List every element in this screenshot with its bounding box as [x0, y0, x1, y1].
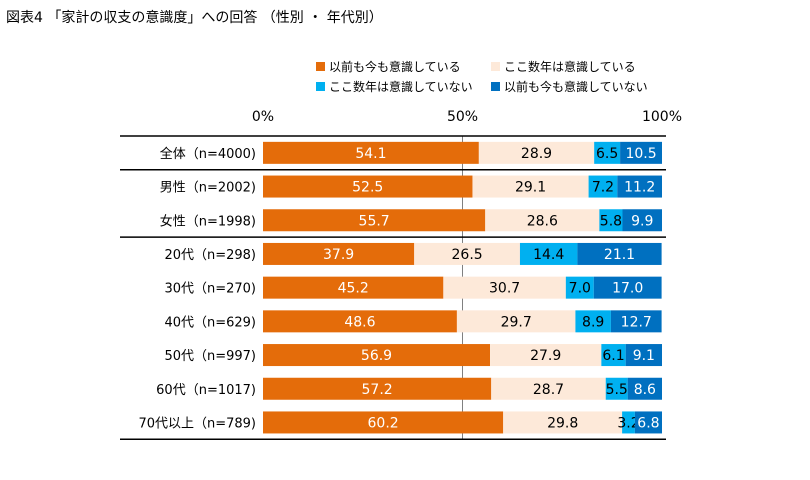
data-label: 29.7	[501, 314, 532, 330]
bar-segment	[263, 344, 491, 367]
legend-label-1: ここ数年は意識している	[504, 60, 636, 74]
data-label: 28.9	[521, 146, 552, 162]
data-label: 21.1	[604, 247, 635, 263]
data-label: 6.5	[596, 146, 618, 162]
bar-segment	[575, 310, 611, 333]
data-label: 14.4	[533, 247, 564, 263]
bar-segment	[263, 175, 473, 198]
bar-segment	[519, 242, 578, 265]
bar-segment	[443, 276, 566, 299]
bar-segment	[263, 276, 444, 299]
bar-segment	[599, 209, 623, 232]
data-label: 26.5	[452, 247, 483, 263]
data-label: 56.9	[361, 348, 392, 364]
category-label: 男性（n=2002)	[160, 181, 256, 196]
category-label: 全体（n=4000)	[160, 146, 256, 162]
category-label: 女性（n=1998)	[160, 213, 256, 229]
bar-segment	[491, 377, 606, 400]
bar-segment	[263, 209, 486, 232]
data-label: 3.2	[617, 415, 639, 431]
bar-segment	[622, 209, 662, 232]
data-label: 55.7	[359, 213, 390, 229]
data-label: 57.2	[362, 382, 393, 398]
category-label: 20代（n=298)	[164, 248, 256, 263]
data-label: 52.5	[352, 180, 383, 196]
data-label: 48.6	[344, 314, 375, 330]
bar-segment	[263, 141, 479, 164]
bar-segment	[617, 175, 662, 198]
bar-segment	[588, 175, 618, 198]
data-label: 5.8	[600, 213, 622, 229]
bar-segment	[263, 242, 415, 265]
data-label: 8.9	[582, 314, 604, 330]
bar-segment	[503, 411, 623, 434]
legend-swatch-2	[316, 82, 325, 91]
x-tick-label: 50%	[447, 109, 478, 125]
data-label: 54.1	[355, 146, 386, 162]
bar-segment	[622, 411, 635, 434]
data-label: 7.0	[569, 281, 591, 297]
bar-segment	[490, 344, 602, 367]
category-label: 30代（n=270)	[164, 282, 256, 297]
data-label: 60.2	[368, 415, 399, 431]
bar-segment	[478, 141, 595, 164]
category-label: 60代（n=1017)	[156, 383, 256, 398]
data-label: 29.8	[547, 415, 578, 431]
data-label: 28.6	[527, 213, 558, 229]
legend-item-3: 以前も今も意識していない	[491, 78, 648, 95]
data-label: 17.0	[612, 281, 643, 297]
data-label: 12.7	[621, 314, 652, 330]
bar-segment	[634, 411, 662, 434]
data-label: 9.9	[631, 213, 653, 229]
bar-segment	[605, 377, 628, 400]
bar-segment	[263, 377, 492, 400]
legend-label-0: 以前も今も意識している	[329, 60, 461, 74]
legend-item-0: 以前も今も意識している	[316, 58, 461, 75]
data-label: 29.1	[515, 180, 546, 196]
bar-segment	[620, 141, 662, 164]
chart-title: 図表4 「家計の収支の意識度」への回答 （性別 ・ 年代別）	[6, 10, 383, 26]
legend-item-1: ここ数年は意識している	[491, 58, 636, 75]
bar-segment	[593, 276, 662, 299]
data-label: 8.6	[634, 382, 656, 398]
data-label: 9.1	[633, 348, 655, 364]
data-label: 11.2	[624, 180, 655, 196]
data-label: 7.2	[592, 180, 614, 196]
data-label: 45.2	[338, 281, 369, 297]
bar-segment	[601, 344, 626, 367]
data-label: 6.8	[637, 415, 659, 431]
data-label: 28.7	[533, 382, 564, 398]
data-label: 27.9	[530, 348, 561, 364]
x-tick-label: 100%	[642, 109, 682, 125]
bar-segment	[485, 209, 600, 232]
legend-label-2: ここ数年は意識していない	[329, 80, 473, 94]
data-label: 5.5	[606, 382, 628, 398]
bar-segment	[565, 276, 594, 299]
bar-segment	[627, 377, 662, 400]
data-label: 37.9	[323, 247, 354, 263]
bar-segment	[577, 242, 662, 265]
legend-swatch-1	[491, 62, 500, 71]
category-label: 40代（n=629)	[164, 315, 256, 330]
bar-segment	[456, 310, 576, 333]
category-label: 70代以上（n=789)	[138, 416, 256, 431]
bar-segment	[610, 310, 662, 333]
data-label: 10.5	[625, 146, 656, 162]
bar-segment	[472, 175, 589, 198]
legend-swatch-0	[316, 62, 325, 71]
x-tick-label: 0%	[252, 109, 274, 125]
bar-segment	[594, 141, 621, 164]
bar-segment	[414, 242, 520, 265]
bar-segment	[625, 344, 662, 367]
data-label: 6.1	[602, 348, 624, 364]
bar-segment	[263, 310, 457, 333]
legend-label-3: 以前も今も意識していない	[504, 80, 648, 94]
bar-segment	[263, 411, 504, 434]
legend-swatch-3	[491, 82, 500, 91]
data-label: 30.7	[489, 281, 520, 297]
legend-item-2: ここ数年は意識していない	[316, 78, 473, 95]
category-label: 50代（n=997)	[164, 349, 256, 364]
